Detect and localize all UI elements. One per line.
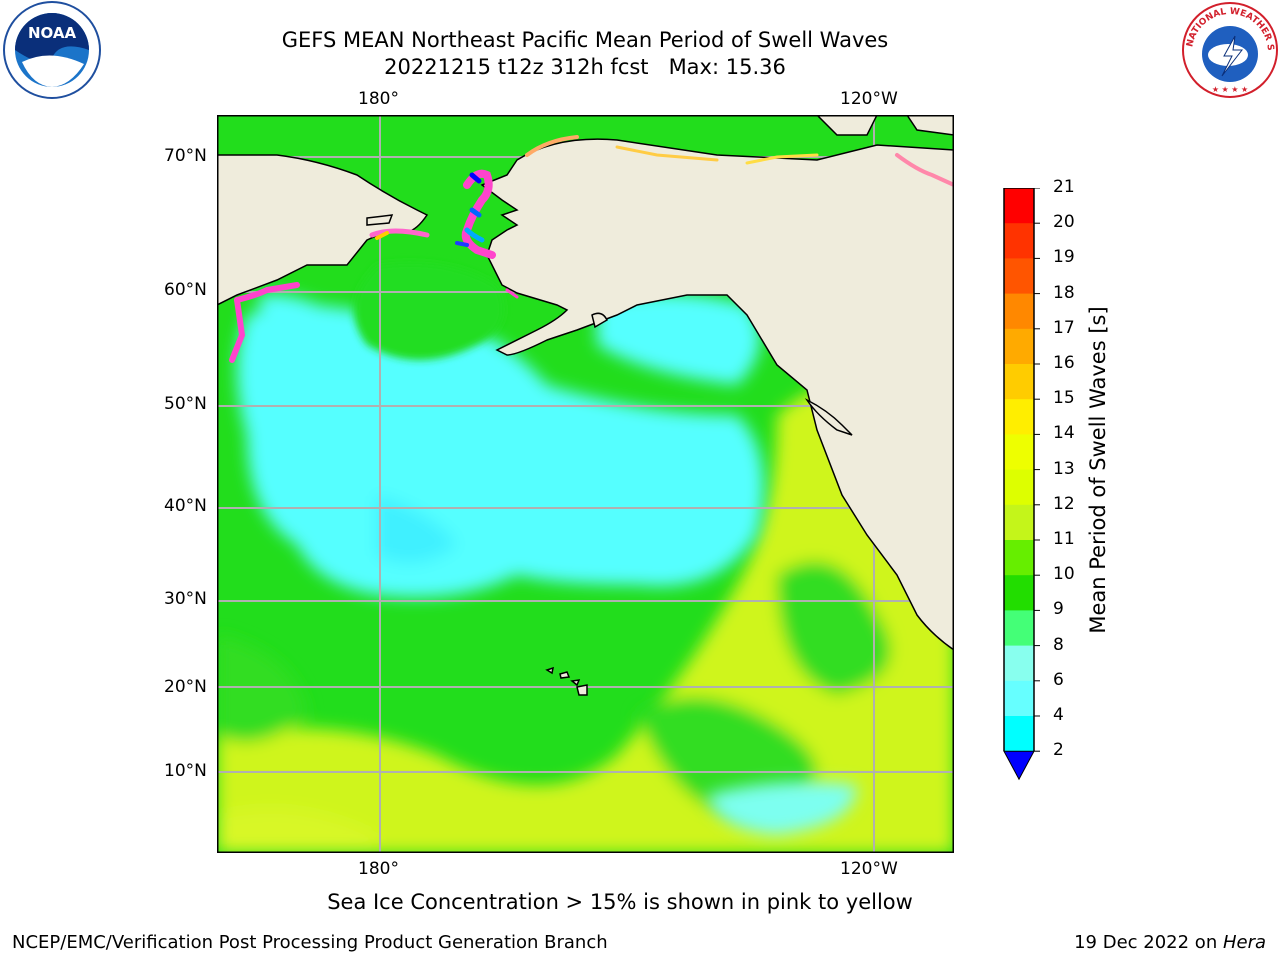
lon-label-bottom-120w: 120°W [840, 859, 898, 879]
colorbar-tick-label: 13 [1053, 458, 1075, 479]
map-canvas [217, 115, 954, 853]
chart-title: GEFS MEAN Northeast Pacific Mean Period … [281, 28, 889, 52]
high-period-regions [217, 387, 954, 853]
colorbar-segment [1004, 434, 1034, 471]
colorbar-segment [1004, 223, 1034, 259]
colorbar-tick-label: 15 [1053, 388, 1075, 409]
lon-label-top-180: 180° [358, 89, 399, 109]
lat-label-70n: 70°N [164, 146, 207, 166]
noaa-logo-text: NOAA [28, 24, 77, 42]
colorbar-tick-label: 17 [1053, 317, 1075, 338]
lat-label-60n: 60°N [164, 280, 207, 300]
sea-ice-edges [229, 135, 954, 363]
colorbar-tick-label: 6 [1053, 669, 1064, 690]
colorbar-segment [1004, 645, 1034, 682]
chart-subtitle: 20221215 t12z 312h fcst Max: 15.36 [384, 55, 786, 79]
lon-label-bottom-180: 180° [358, 859, 399, 879]
colorbar-segment [1004, 293, 1034, 330]
sea-ice-note: Sea Ice Concentration > 15% is shown in … [327, 890, 913, 914]
low-period-regions [237, 293, 857, 835]
colorbar-segment [1004, 469, 1034, 506]
svg-text:★ ★ ★ ★: ★ ★ ★ ★ [1212, 85, 1248, 94]
map-panel [217, 115, 954, 853]
lat-label-20n: 20°N [164, 677, 207, 697]
colorbar-segment [1004, 680, 1034, 717]
lat-label-30n: 30°N [164, 589, 207, 609]
colorbar-tick-label: 9 [1053, 599, 1064, 620]
colorbar-segment [1004, 258, 1034, 295]
colorbar-tick-label: 20 [1053, 212, 1075, 233]
colorbar-segment [1004, 575, 1034, 611]
colorbar-segment [1004, 188, 1034, 224]
colorbar-label: Mean Period of Swell Waves [s] [1086, 306, 1110, 634]
colorbar-tick-label: 16 [1053, 353, 1075, 373]
colorbar-segment [1004, 504, 1034, 541]
colorbar-swatches [1003, 187, 1040, 781]
colorbar-tick-label: 14 [1053, 423, 1075, 444]
lon-label-top-120w: 120°W [840, 89, 898, 109]
host-name: Hera [1222, 932, 1266, 953]
lat-label-50n: 50°N [164, 394, 207, 414]
colorbar-tick-label: 19 [1053, 247, 1075, 268]
lat-label-10n: 10°N [164, 761, 207, 781]
colorbar-tick-label: 12 [1053, 493, 1075, 514]
colorbar-segment [1004, 328, 1034, 365]
date-text: 19 Dec 2022 on [1074, 932, 1223, 953]
colorbar-tick-label: 21 [1053, 177, 1075, 197]
colorbar-tick-label: 10 [1053, 564, 1075, 585]
nws-logo: NATIONAL WEATHER SERVICE ★ ★ ★ ★ [1177, 0, 1280, 104]
colorbar-segment [1004, 364, 1034, 400]
colorbar-segment [1004, 610, 1034, 647]
colorbar-segment [1004, 716, 1034, 752]
colorbar-segment [1004, 540, 1034, 576]
map-border [217, 115, 954, 853]
colorbar-extend-triangle [1003, 750, 1035, 781]
colorbar-tick-label: 2 [1053, 740, 1064, 761]
land [217, 115, 954, 696]
colorbar-tick-label: 18 [1053, 282, 1075, 303]
date-line: 19 Dec 2022 on Hera [1074, 932, 1266, 953]
colorbar-tick-label: 8 [1053, 634, 1064, 655]
colorbar [1003, 187, 1053, 792]
colorbar-tick-label: 4 [1053, 705, 1064, 725]
noaa-logo: NOAA [0, 0, 104, 104]
lat-label-40n: 40°N [164, 496, 207, 516]
colorbar-tick-label: 11 [1053, 529, 1075, 549]
credit-line: NCEP/EMC/Verification Post Processing Pr… [12, 932, 608, 953]
colorbar-segment [1004, 399, 1034, 435]
